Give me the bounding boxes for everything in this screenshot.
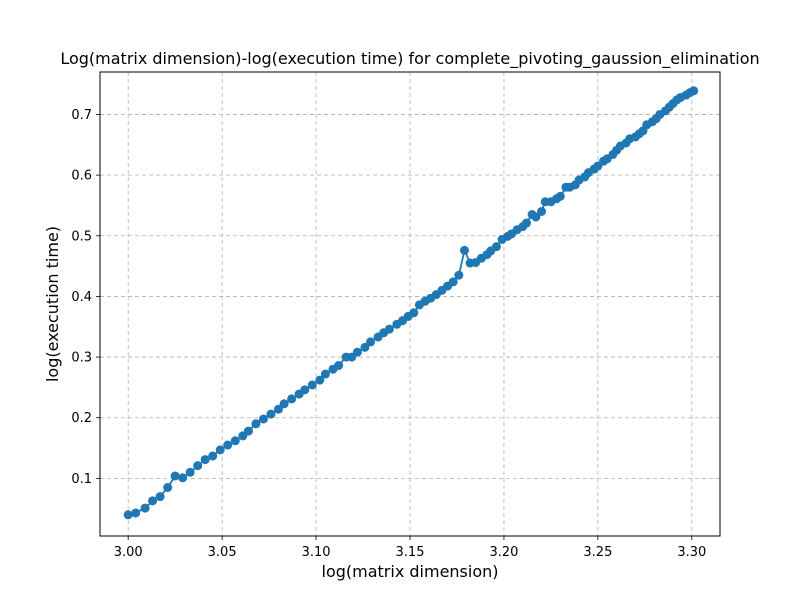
- x-tick-label: 3.20: [489, 545, 518, 560]
- data-point: [200, 455, 210, 465]
- tick-layer: 3.00 3.05 3.10 3.15 3.20 3.25 3.30 0.1 0.2 0.3 0.4…: [71, 108, 706, 560]
- data-point: [334, 361, 344, 371]
- x-tick-label: 3.10: [302, 545, 331, 560]
- data-point: [360, 342, 370, 352]
- chart-title: Log(matrix dimension)-log(execution time…: [60, 49, 759, 69]
- data-point: [185, 467, 195, 477]
- data-point: [215, 445, 225, 455]
- x-tick-label: 3.15: [396, 545, 425, 560]
- data-point: [315, 375, 325, 385]
- data-point: [409, 308, 419, 318]
- data-point: [459, 245, 469, 255]
- series-layer: [123, 86, 699, 520]
- data-point: [243, 426, 253, 436]
- x-tick-label: 3.00: [114, 545, 143, 560]
- data-point: [531, 212, 541, 222]
- y-tick-label: 0.3: [71, 351, 92, 366]
- y-tick-label: 0.2: [71, 411, 92, 426]
- x-tick-label: 3.25: [583, 545, 612, 560]
- data-point: [258, 414, 268, 424]
- x-tick-label: 3.30: [677, 545, 706, 560]
- x-tick-label: 3.05: [208, 545, 237, 560]
- y-tick-label: 0.4: [71, 290, 92, 305]
- data-point: [454, 270, 464, 280]
- data-point: [131, 508, 141, 518]
- data-point: [170, 471, 180, 481]
- y-tick-label: 0.6: [71, 169, 92, 184]
- data-point: [279, 399, 289, 409]
- y-tick-label: 0.7: [71, 108, 92, 123]
- data-point: [163, 482, 173, 492]
- y-axis-label: log(execution time): [43, 226, 62, 382]
- data-point: [555, 191, 565, 201]
- data-point: [208, 451, 218, 461]
- data-point: [448, 277, 458, 287]
- data-point: [266, 409, 276, 419]
- data-point: [320, 369, 330, 379]
- data-point: [123, 510, 133, 520]
- data-point: [223, 440, 233, 450]
- x-axis-label: log(matrix dimension): [322, 562, 499, 581]
- data-point: [491, 242, 501, 252]
- y-tick-label: 0.5: [71, 229, 92, 244]
- data-point: [251, 419, 261, 429]
- data-point: [537, 207, 547, 216]
- data-point: [287, 394, 297, 404]
- data-point: [366, 337, 376, 347]
- data-point: [178, 473, 188, 483]
- data-point: [307, 380, 317, 390]
- data-point: [230, 436, 240, 446]
- y-tick-label: 0.1: [71, 472, 92, 487]
- data-point: [521, 218, 531, 228]
- data-point: [155, 492, 165, 502]
- data-point: [300, 385, 310, 395]
- data-point: [273, 404, 283, 414]
- data-point: [689, 86, 699, 96]
- data-point: [193, 461, 203, 471]
- data-point: [140, 503, 150, 513]
- data-point: [384, 324, 394, 334]
- data-point: [352, 347, 362, 357]
- grid-layer: [100, 72, 720, 536]
- data-point: [148, 496, 158, 506]
